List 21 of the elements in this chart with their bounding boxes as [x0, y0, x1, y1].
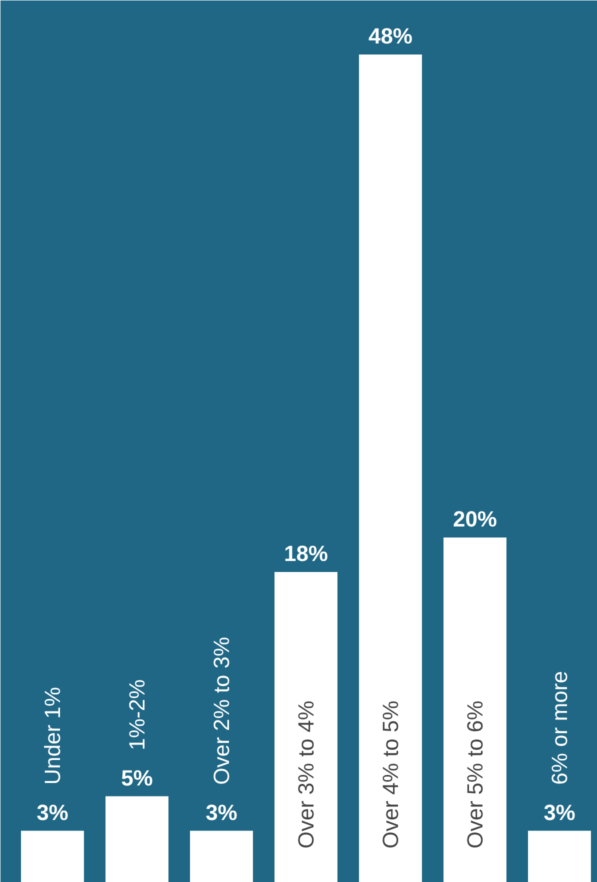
- bar: [443, 538, 506, 882]
- x-tick-label: Over 3% to 4%: [293, 700, 318, 848]
- bar: [528, 830, 591, 882]
- x-tick-label: Over 2% to 3%: [208, 636, 234, 785]
- x-tick-label: 6% or more: [546, 671, 572, 785]
- bar: [190, 830, 253, 882]
- data-label: 3%: [206, 800, 238, 825]
- data-label: 3%: [544, 800, 576, 825]
- data-label: 48%: [368, 24, 413, 48]
- bar: [105, 796, 168, 882]
- bar: [20, 830, 84, 882]
- data-label: 5%: [121, 765, 153, 790]
- data-label: 18%: [284, 541, 328, 566]
- data-label: 20%: [452, 506, 498, 532]
- x-tick-label: Under 1%: [40, 686, 65, 785]
- x-tick-label: 1%-2%: [124, 679, 150, 750]
- bar: [274, 572, 338, 882]
- data-label: 3%: [36, 800, 68, 825]
- x-tick-label: Over 5% to 6%: [462, 700, 488, 848]
- x-tick-label: Over 4% to 5%: [378, 700, 403, 848]
- bar: [358, 54, 422, 882]
